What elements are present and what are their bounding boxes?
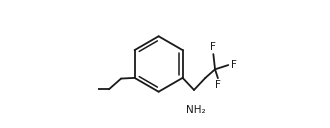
Text: F: F [215,80,221,90]
Text: F: F [231,60,237,70]
Text: NH₂: NH₂ [186,105,206,115]
Text: F: F [211,42,216,52]
